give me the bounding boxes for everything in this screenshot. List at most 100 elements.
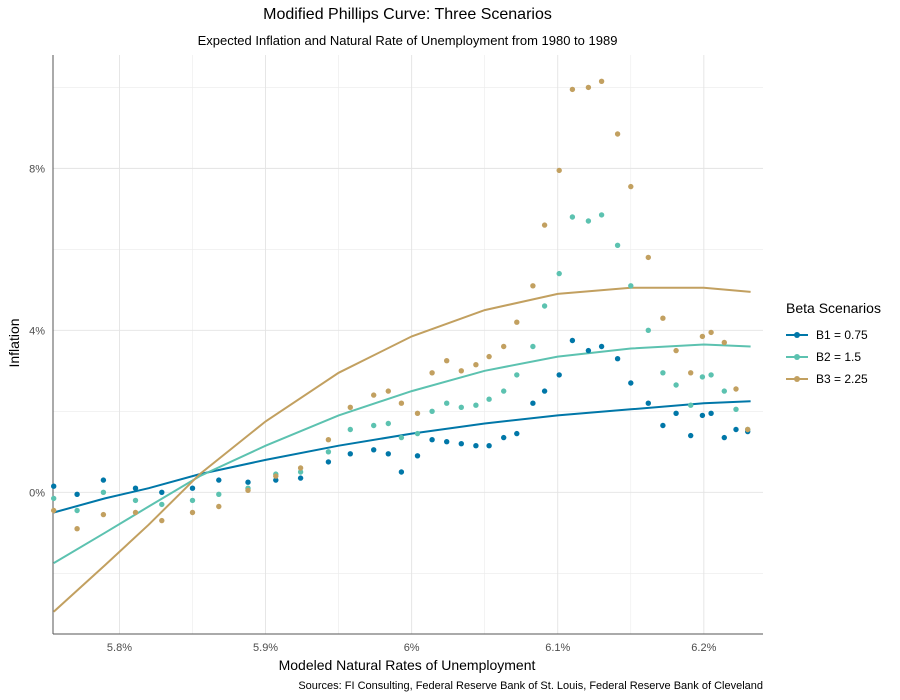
data-point-series-1 — [614, 356, 621, 362]
fit-line-series-3 — [53, 286, 751, 613]
data-point-series-1 — [733, 426, 739, 433]
data-point-series-2 — [699, 374, 706, 380]
data-point-series-1 — [628, 380, 634, 386]
data-point-series-3 — [514, 319, 520, 325]
data-point-series-1 — [371, 447, 377, 453]
data-point-series-3 — [673, 347, 679, 354]
data-point-series-2 — [645, 327, 651, 333]
chart-caption: Sources: FI Consulting, Federal Reserve … — [298, 680, 763, 692]
data-point-series-1 — [673, 410, 679, 416]
data-point-series-3 — [530, 283, 536, 289]
data-point-series-3 — [414, 410, 421, 416]
grid-lines — [53, 55, 763, 634]
data-point-series-2 — [159, 501, 165, 508]
data-point-series-1 — [273, 477, 279, 483]
data-point-series-3 — [486, 353, 492, 360]
y-axis-label: Inflation — [6, 318, 22, 367]
data-point-series-2 — [444, 400, 450, 406]
data-point-series-1 — [530, 400, 536, 406]
data-point-series-3 — [569, 86, 576, 93]
x-tick-label: 6.2% — [691, 642, 716, 654]
data-point-series-1 — [189, 485, 196, 491]
data-point-series-3 — [273, 473, 279, 479]
x-tick-label: 6% — [404, 642, 420, 654]
data-point-series-1 — [398, 469, 405, 475]
data-point-series-1 — [429, 437, 435, 443]
legend-item-series-3: B3 = 2.25 — [786, 368, 881, 390]
data-point-series-1 — [458, 441, 464, 447]
data-point-series-3 — [325, 437, 332, 443]
data-point-series-1 — [74, 491, 80, 497]
data-point-series-3 — [733, 386, 739, 392]
data-point-series-2 — [530, 343, 536, 350]
data-point-series-3 — [444, 358, 450, 364]
y-tick-label: 0% — [29, 487, 45, 499]
legend-key-point — [794, 376, 800, 382]
data-point-series-3 — [398, 400, 405, 406]
data-point-series-2 — [414, 430, 421, 437]
data-point-series-3 — [429, 370, 435, 376]
data-point-series-2 — [297, 469, 304, 475]
data-point-series-1 — [245, 479, 251, 485]
legend: Beta Scenarios B1 = 0.75 B2 = 1.5 B3 = 2.2… — [786, 300, 881, 390]
data-point-series-1 — [385, 451, 391, 457]
legend-item-series-1: B1 = 0.75 — [786, 324, 881, 346]
data-point-series-3 — [216, 503, 222, 510]
data-point-series-2 — [541, 303, 548, 309]
y-tick-label: 8% — [29, 163, 45, 175]
data-point-series-1 — [585, 347, 592, 354]
chart-subtitle: Expected Inflation and Natural Rate of U… — [197, 33, 618, 48]
data-point-series-2 — [216, 491, 222, 497]
data-points — [51, 78, 751, 532]
data-point-series-3 — [699, 333, 706, 340]
data-point-series-1 — [699, 412, 706, 419]
data-point-series-3 — [614, 131, 621, 137]
legend-key — [786, 350, 808, 364]
data-point-series-1 — [688, 432, 694, 439]
data-point-series-3 — [708, 329, 714, 336]
axes — [52, 55, 763, 635]
data-point-series-1 — [501, 434, 507, 441]
data-point-series-2 — [628, 283, 634, 289]
data-point-series-3 — [598, 78, 605, 85]
data-point-series-1 — [216, 477, 222, 483]
data-point-series-3 — [645, 254, 651, 261]
data-point-series-2 — [673, 382, 679, 388]
data-point-series-1 — [132, 485, 139, 491]
data-point-series-1 — [645, 400, 651, 406]
data-point-series-3 — [100, 511, 107, 518]
data-point-series-1 — [51, 483, 57, 489]
fit-line-series-2 — [53, 343, 751, 564]
data-point-series-1 — [660, 422, 666, 429]
data-point-series-3 — [159, 517, 165, 524]
legend-title: Beta Scenarios — [786, 300, 881, 316]
legend-key-point — [794, 332, 800, 338]
data-point-series-3 — [541, 222, 548, 228]
data-point-series-3 — [371, 392, 377, 398]
data-point-series-2 — [189, 497, 196, 504]
data-point-series-3 — [458, 368, 464, 374]
data-point-series-3 — [628, 183, 634, 190]
data-point-series-3 — [660, 315, 666, 321]
data-point-series-1 — [598, 343, 605, 350]
data-point-series-1 — [708, 410, 714, 416]
x-tick-label: 5.9% — [253, 642, 278, 654]
data-point-series-1 — [297, 475, 304, 481]
data-point-series-3 — [385, 388, 391, 394]
data-point-series-1 — [159, 489, 165, 495]
fit-lines — [53, 286, 751, 613]
data-point-series-2 — [74, 507, 80, 514]
x-axis-label: Modeled Natural Rates of Unemployment — [279, 657, 536, 673]
data-point-series-2 — [347, 426, 353, 433]
data-point-series-3 — [189, 509, 196, 516]
data-point-series-2 — [721, 388, 727, 394]
data-point-series-3 — [688, 370, 694, 376]
legend-item-label: B3 = 2.25 — [816, 372, 868, 386]
x-tick-label: 5.8% — [107, 642, 132, 654]
data-point-series-2 — [660, 370, 666, 376]
legend-item-label: B1 = 0.75 — [816, 328, 868, 342]
legend-key-point — [794, 354, 800, 360]
data-point-series-2 — [100, 489, 107, 495]
data-point-series-2 — [501, 388, 507, 394]
